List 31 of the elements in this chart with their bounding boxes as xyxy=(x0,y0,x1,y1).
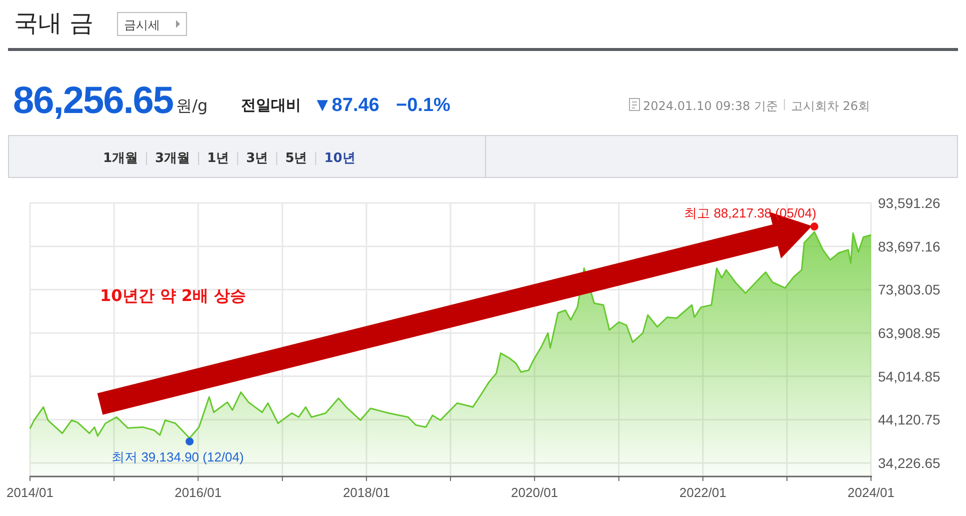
y-tick-label: 44,120.75 xyxy=(878,412,940,428)
text: 5년 xyxy=(285,151,308,166)
text: −0.1% xyxy=(396,95,451,116)
annotation: 최고 88,217.38 (05/04) xyxy=(684,206,816,221)
annotation: 10년간 약 2배 상승 xyxy=(100,286,246,305)
text: 전일대비 xyxy=(241,96,301,114)
y-tick-label: 93,591.26 xyxy=(878,195,940,211)
y-tick-label: 63,908.95 xyxy=(878,324,940,341)
text: ▼87.46 xyxy=(313,95,380,116)
text: 고시회차 26회 xyxy=(790,99,870,113)
x-tick-label: 2016/01 xyxy=(174,485,222,500)
text: 금시세 xyxy=(124,18,160,32)
x-tick-label: 2024/01 xyxy=(848,485,894,500)
text: 1년 xyxy=(207,151,230,166)
text: 3개월 xyxy=(155,151,190,166)
y-tick-label: 73,803.05 xyxy=(878,282,940,298)
y-tick-label: 54,014.85 xyxy=(878,368,940,384)
text: 원/g xyxy=(176,96,208,115)
text: 1개월 xyxy=(103,151,138,166)
x-tick-label: 2018/01 xyxy=(342,485,390,500)
text: 2024.01.10 09:38 기준 xyxy=(643,99,778,113)
chart-subtitle: 86,256.65 xyxy=(13,80,174,122)
y-tick-label: 34,226.65 xyxy=(878,454,940,471)
x-tick-label: 2020/01 xyxy=(511,485,558,500)
text: 3년 xyxy=(246,151,268,166)
x-tick-label: 2014/01 xyxy=(6,485,54,500)
y-tick-label: 83,697.16 xyxy=(878,238,940,254)
annotation: 최저 39,134.90 (12/04) xyxy=(112,449,244,464)
chart-title: 국내 금 xyxy=(14,9,94,37)
x-tick-label: 2022/01 xyxy=(679,485,726,500)
text: 10년 xyxy=(324,151,356,166)
